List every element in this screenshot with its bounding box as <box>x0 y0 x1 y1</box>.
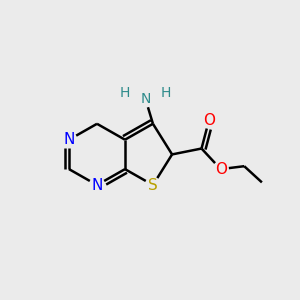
Text: H: H <box>120 85 130 100</box>
Text: H: H <box>161 85 171 100</box>
Text: O: O <box>215 162 227 177</box>
Text: N: N <box>91 178 103 193</box>
Text: O: O <box>203 113 215 128</box>
Text: S: S <box>148 178 158 193</box>
Text: N: N <box>140 92 151 106</box>
Text: N: N <box>63 132 75 147</box>
